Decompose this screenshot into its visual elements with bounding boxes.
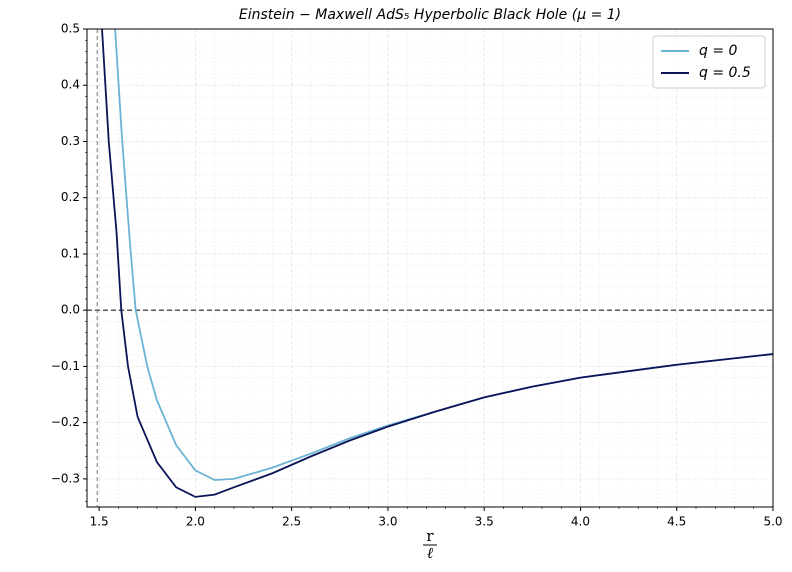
y-tick-label: 0.4 bbox=[61, 78, 80, 92]
legend-label: q = 0 bbox=[699, 43, 738, 59]
x-tick-label: 2.0 bbox=[186, 515, 205, 529]
x-tick-label: 5.0 bbox=[763, 515, 782, 529]
series-line bbox=[101, 29, 773, 498]
legend-label: q = 0.5 bbox=[699, 65, 751, 81]
chart-title: Einstein − Maxwell AdS₅ Hyperbolic Black… bbox=[239, 7, 621, 23]
x-tick-label: 1.5 bbox=[90, 515, 109, 529]
x-tick-label: 3.0 bbox=[378, 515, 397, 529]
x-tick-label: 2.5 bbox=[282, 515, 301, 529]
x-tick-label: 4.0 bbox=[571, 515, 590, 529]
y-tick-label: −0.1 bbox=[51, 359, 80, 373]
x-label-numerator: r bbox=[426, 527, 434, 545]
x-tick-label: 3.5 bbox=[475, 515, 494, 529]
x-tick-label: 4.5 bbox=[667, 515, 686, 529]
plot-frame bbox=[86, 28, 774, 508]
y-tick-label: 0.0 bbox=[61, 303, 80, 317]
legend-box bbox=[652, 35, 766, 89]
y-tick-label: 0.2 bbox=[61, 190, 80, 204]
y-tick-label: 0.1 bbox=[61, 246, 80, 260]
y-tick-label: 0.3 bbox=[61, 134, 80, 148]
x-label-denominator: ℓ bbox=[427, 544, 433, 562]
y-tick-label: 0.5 bbox=[61, 22, 80, 36]
y-tick-label: −0.2 bbox=[51, 415, 80, 429]
y-tick-label: −0.3 bbox=[51, 471, 80, 485]
